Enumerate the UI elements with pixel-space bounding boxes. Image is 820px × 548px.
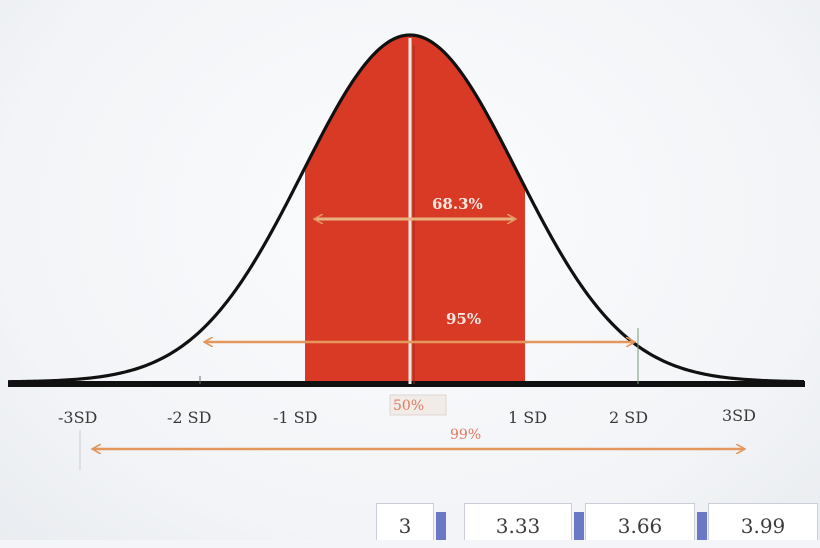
label-95-percent: 95% — [446, 310, 481, 328]
sd-label-minus-2: -2 SD — [167, 408, 211, 427]
value-box-4: 3.99 — [708, 503, 818, 540]
sd-label-plus-3: 3SD — [722, 406, 756, 425]
value-box-1-text: 3 — [398, 514, 412, 538]
value-box-2: 3.33 — [464, 503, 572, 540]
value-box-tab-3 — [697, 512, 707, 540]
value-box-1: 3 — [376, 503, 434, 540]
value-box-4-text: 3.99 — [740, 514, 786, 538]
sd-label-plus-2: 2 SD — [609, 408, 648, 427]
label-99-percent: 99% — [450, 427, 481, 443]
sd-label-plus-1: 1 SD — [508, 408, 547, 427]
label-68-percent: 68.3% — [432, 195, 483, 213]
value-box-2-text: 3.33 — [495, 514, 541, 538]
sd-label-minus-3: -3SD — [58, 408, 97, 427]
label-50-percent: 50% — [393, 398, 424, 414]
value-box-3-text: 3.66 — [617, 514, 663, 538]
sd-label-minus-1: -1 SD — [273, 408, 317, 427]
bell-curve — [7, 33, 805, 384]
shaded-one-sd-region — [305, 36, 525, 383]
value-box-3: 3.66 — [585, 503, 695, 540]
value-box-tab-1 — [436, 512, 446, 540]
baseline-axis — [8, 381, 805, 387]
value-box-tab-2 — [574, 512, 584, 540]
mean-label-box — [389, 394, 447, 416]
